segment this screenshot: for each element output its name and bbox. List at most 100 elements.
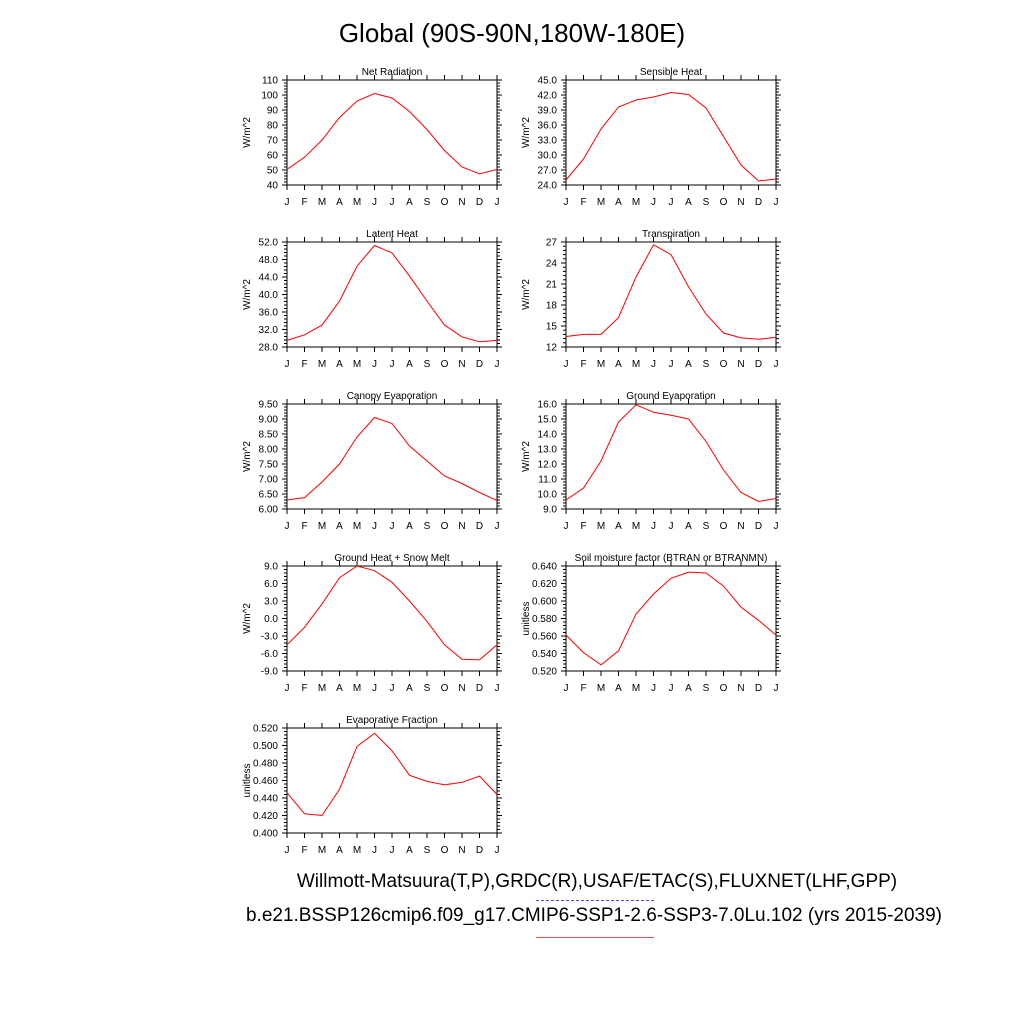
x-tick-label: M: [318, 683, 326, 694]
chart-panel: Soil moisture factor (BTRAN or BTRANMN) u…: [521, 553, 781, 694]
y-tick-label: 9.0: [264, 562, 278, 573]
y-tick-label: 3.0: [264, 597, 278, 608]
x-tick-label: A: [615, 359, 622, 370]
y-tick-label: 0.500: [253, 741, 278, 752]
x-tick-label: M: [353, 359, 361, 370]
y-tick-label: 90: [267, 106, 279, 117]
chart-panel: Ground Heat + Snow Melt W/m^2 9.0 6.0 3.0 0.0…: [242, 553, 502, 694]
x-tick-label: N: [458, 197, 465, 208]
x-tick-label: S: [424, 521, 431, 532]
y-tick-label: 32.0: [259, 325, 279, 336]
x-tick-label: F: [580, 521, 586, 532]
x-tick-label: N: [458, 845, 465, 856]
x-tick-label: J: [564, 197, 569, 208]
x-tick-label: F: [301, 683, 307, 694]
x-tick-label: J: [495, 845, 500, 856]
y-tick-label: 0.480: [253, 759, 278, 770]
y-tick-label: 27: [546, 238, 558, 249]
x-tick-label: J: [372, 359, 377, 370]
panel-title: Ground Heat + Snow Melt: [334, 553, 450, 564]
observations-caption: Willmott-Matsuura(T,P),GRDC(R),USAF/ETAC…: [296, 871, 898, 892]
y-tick-label: 39.0: [538, 106, 558, 117]
y-tick-label: 0.620: [532, 579, 557, 590]
x-tick-label: O: [441, 845, 449, 856]
x-tick-label: A: [685, 683, 692, 694]
plot-frame: [565, 403, 777, 510]
series-line: [286, 732, 498, 817]
y-tick-label: 12.0: [538, 460, 558, 471]
y-tick-label: 13.0: [538, 445, 558, 456]
series-line: [565, 571, 777, 666]
figure-title: Global (90S-90N,180W-180E): [338, 18, 686, 48]
case-legend-line: [536, 937, 654, 938]
x-tick-label: N: [737, 683, 744, 694]
x-tick-label: O: [720, 197, 728, 208]
y-tick-label: 0.640: [532, 562, 557, 573]
x-tick-label: M: [318, 521, 326, 532]
y-tick-label: 9.00: [259, 415, 279, 426]
y-tick-label: 11.0: [538, 475, 557, 486]
x-tick-label: J: [372, 521, 377, 532]
x-tick-label: M: [632, 359, 640, 370]
x-tick-label: D: [755, 521, 762, 532]
y-tick-label: 6.0: [264, 579, 278, 590]
y-tick-label: 40.0: [259, 290, 279, 301]
series-line: [286, 244, 498, 343]
panel-title: Canopy Evaporation: [347, 391, 438, 402]
series-line: [565, 91, 777, 182]
x-tick-label: N: [458, 359, 465, 370]
x-tick-label: M: [597, 521, 605, 532]
x-tick-label: J: [372, 197, 377, 208]
x-tick-label: F: [580, 359, 586, 370]
x-tick-label: A: [406, 845, 413, 856]
y-tick-label: 60: [267, 151, 279, 162]
x-tick-label: O: [441, 683, 449, 694]
x-tick-label: M: [318, 197, 326, 208]
x-tick-label: D: [755, 197, 762, 208]
y-tick-label: 36.0: [538, 121, 558, 132]
panel-title: Ground Evaporation: [626, 391, 716, 402]
x-tick-label: A: [336, 521, 343, 532]
x-tick-label: O: [441, 197, 449, 208]
x-tick-label: A: [336, 197, 343, 208]
x-tick-label: M: [597, 683, 605, 694]
plot-frame: [565, 79, 777, 186]
x-tick-label: D: [476, 683, 483, 694]
x-tick-label: M: [632, 197, 640, 208]
x-tick-label: O: [720, 683, 728, 694]
y-tick-label: 0.520: [253, 724, 278, 735]
x-tick-label: F: [301, 359, 307, 370]
y-axis-label: W/m^2: [242, 279, 253, 310]
x-tick-label: J: [495, 521, 500, 532]
x-tick-label: S: [703, 197, 710, 208]
x-tick-label: J: [390, 359, 395, 370]
y-tick-label: 0.580: [532, 614, 557, 625]
x-tick-label: J: [285, 359, 290, 370]
x-tick-label: M: [318, 359, 326, 370]
x-tick-label: S: [424, 197, 431, 208]
x-tick-label: J: [564, 521, 569, 532]
x-tick-label: J: [669, 521, 674, 532]
y-tick-label: 28.0: [259, 343, 279, 354]
x-tick-label: J: [495, 197, 500, 208]
x-tick-label: F: [301, 845, 307, 856]
x-tick-label: A: [406, 359, 413, 370]
y-tick-label: 9.50: [259, 400, 279, 411]
x-tick-label: J: [285, 521, 290, 532]
y-tick-label: 27.0: [538, 166, 558, 177]
y-tick-label: 8.50: [259, 430, 279, 441]
x-tick-label: J: [651, 521, 656, 532]
y-tick-label: 0.520: [532, 667, 557, 678]
x-tick-label: J: [390, 521, 395, 532]
x-tick-label: F: [301, 521, 307, 532]
x-tick-label: A: [615, 197, 622, 208]
x-tick-label: F: [580, 683, 586, 694]
y-tick-label: 24: [546, 259, 558, 270]
x-tick-label: A: [685, 359, 692, 370]
x-tick-label: J: [285, 845, 290, 856]
x-tick-label: A: [406, 521, 413, 532]
y-tick-label: 48.0: [259, 255, 279, 266]
y-tick-label: 0.400: [253, 829, 278, 840]
